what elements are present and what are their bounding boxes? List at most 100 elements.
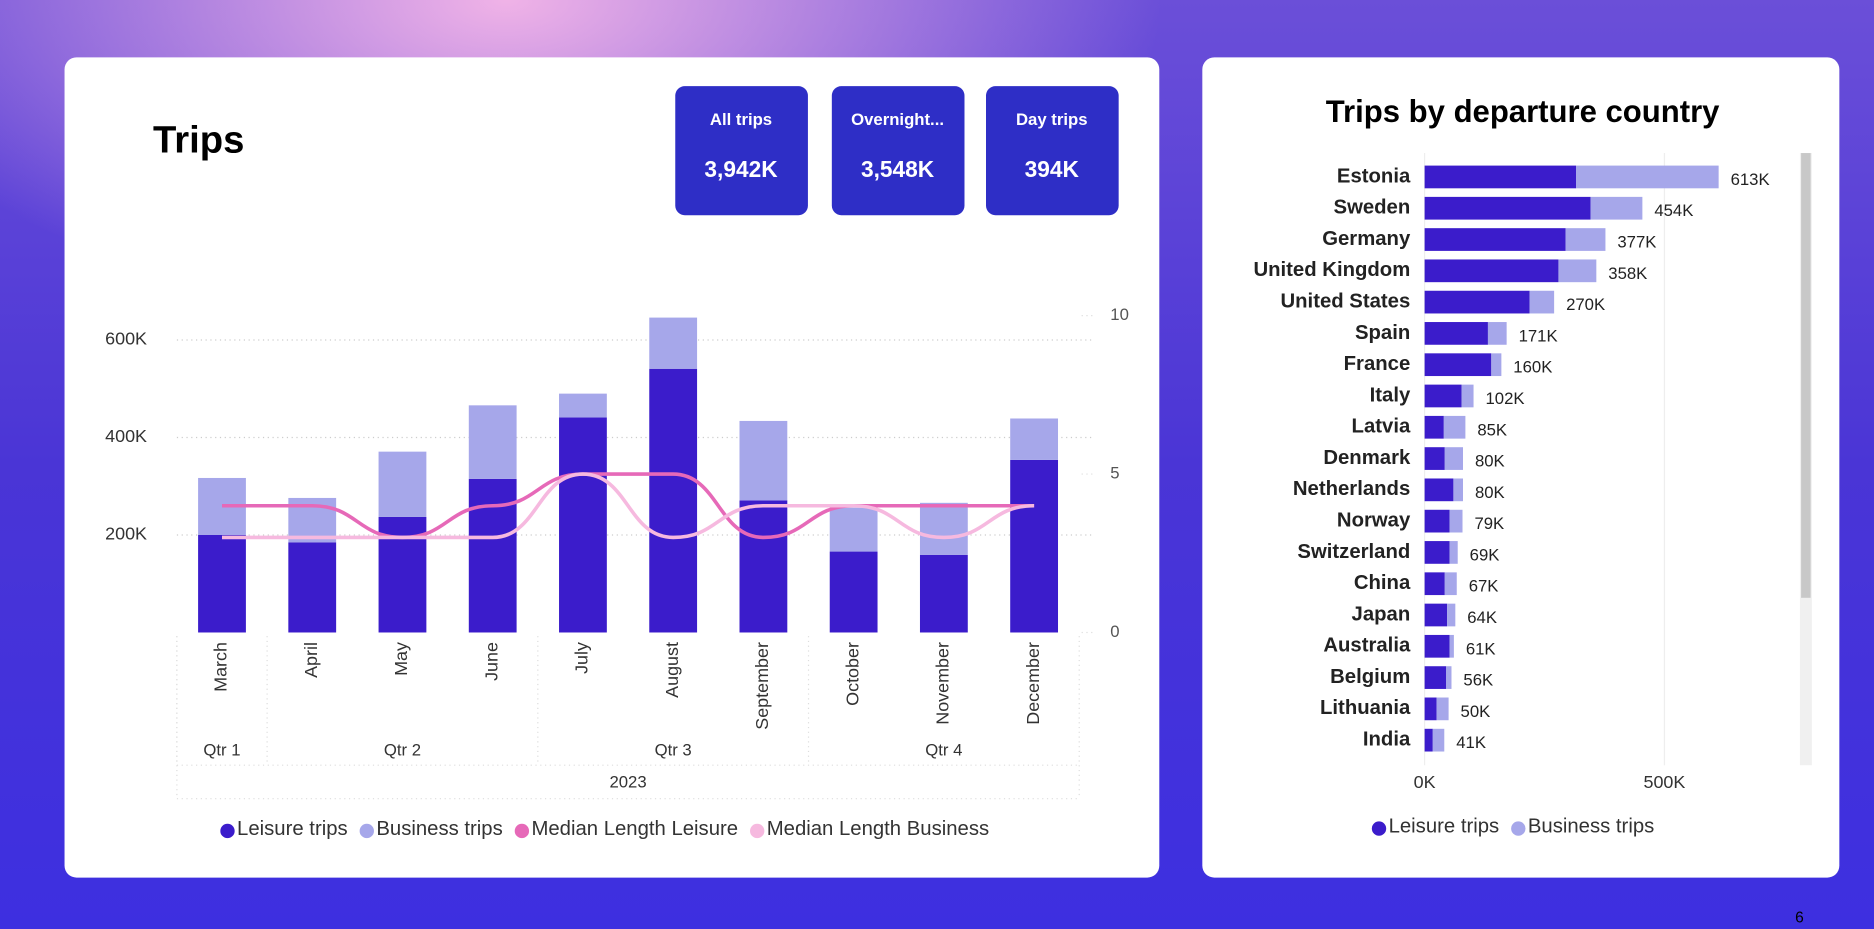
y2-tick-label: 5: [1110, 463, 1119, 482]
x-tick-label: September: [752, 642, 772, 730]
bar: [378, 451, 427, 517]
bar: [1424, 447, 1445, 470]
category-label: Belgium: [1330, 666, 1410, 688]
category-label: Italy: [1370, 384, 1411, 406]
bar: [1424, 290, 1530, 314]
bar: [1449, 509, 1463, 533]
legend-marker: [1511, 821, 1526, 836]
x-tick-label: March: [211, 642, 231, 692]
page-number: 6: [1795, 909, 1804, 926]
scrollbar-thumb[interactable]: [1801, 153, 1811, 598]
bar: [1424, 322, 1488, 345]
data-label: 69K: [1470, 545, 1500, 564]
kpi-card[interactable]: [831, 86, 965, 216]
kpi-cards: All trips 3,942K Overnight... 3,548K Day tri…: [675, 86, 1119, 216]
trips-panel: [64, 57, 1160, 878]
bar: [1424, 478, 1454, 502]
bar: [1449, 541, 1458, 564]
bar: [198, 534, 246, 633]
legend-label: Business trips: [1528, 816, 1654, 838]
legend-label: Leisure trips: [1389, 816, 1500, 838]
data-label: 50K: [1461, 702, 1491, 721]
bar: [1424, 415, 1444, 439]
legend-marker: [514, 823, 530, 839]
bar: [1436, 697, 1449, 721]
category-label: France: [1344, 353, 1411, 375]
y-tick-label: 200K: [105, 524, 147, 544]
data-label: 613K: [1731, 170, 1770, 189]
trips-chart: Trips 200K 400K 600K 0 5 10 March April May June Ju…: [105, 118, 1129, 840]
data-label: 56K: [1463, 671, 1493, 690]
kpi-value: 3,548K: [861, 156, 935, 182]
bar: [1432, 728, 1445, 752]
category-label: Norway: [1337, 510, 1411, 532]
bar: [739, 500, 788, 633]
data-label: 454K: [1654, 201, 1693, 220]
bar: [1491, 353, 1502, 377]
bar: [1424, 666, 1447, 689]
y-tick-label: 400K: [105, 426, 147, 446]
bar: [1447, 603, 1456, 627]
legend-marker: [359, 823, 374, 839]
y2-tick-label: 0: [1110, 622, 1119, 641]
bar: [1590, 196, 1643, 220]
category-label: Sweden: [1334, 197, 1411, 219]
bar: [1424, 353, 1492, 377]
category-label: India: [1363, 729, 1411, 751]
data-label: 358K: [1608, 264, 1647, 283]
bar: [559, 417, 607, 633]
bar: [1446, 666, 1452, 689]
bar: [1010, 459, 1059, 633]
category-label: United Kingdom: [1253, 259, 1410, 281]
x-tick-label: November: [933, 642, 953, 725]
kpi-card[interactable]: [986, 86, 1119, 216]
bar: [1424, 165, 1577, 189]
category-label: Lithuania: [1320, 697, 1411, 719]
data-label: 160K: [1513, 358, 1552, 377]
y2-tick-label: 10: [1110, 305, 1129, 324]
bar: [1443, 415, 1466, 439]
bar: [1010, 418, 1059, 460]
x-tick-label: August: [662, 642, 682, 698]
data-label: 67K: [1469, 577, 1499, 596]
kpi-title: Overnight...: [851, 110, 944, 129]
x-tick-label: July: [572, 642, 592, 674]
bar: [1424, 572, 1445, 596]
kpi-card[interactable]: [675, 86, 808, 216]
bar: [649, 368, 698, 633]
bar: [1424, 196, 1591, 220]
bar: [1576, 165, 1719, 189]
legend-marker: [1371, 821, 1387, 836]
bar: [1565, 228, 1606, 251]
category-label: Japan: [1352, 603, 1411, 625]
x-tick-label: 0K: [1414, 772, 1436, 792]
x-tick-label: May: [391, 642, 411, 676]
bar: [1529, 290, 1555, 314]
bar: [1444, 447, 1463, 470]
legend-label: Business trips: [376, 818, 502, 840]
bar: [739, 420, 788, 501]
category-label: Spain: [1355, 322, 1410, 344]
country-chart: Trips by departure country 0K 500K Estonia S…: [1253, 94, 1769, 838]
x-tick-label: October: [842, 642, 862, 706]
kpi-title: All trips: [710, 110, 772, 129]
category-label: Switzerland: [1297, 541, 1410, 563]
bar: [1424, 541, 1450, 564]
country-panel: [1202, 57, 1840, 878]
category-label: Australia: [1323, 635, 1411, 657]
legend-label: Leisure trips: [237, 818, 348, 840]
bar: [1424, 228, 1566, 251]
data-label: 85K: [1477, 420, 1507, 439]
bar: [649, 317, 698, 369]
bar: [919, 502, 968, 555]
quarter-label: Qtr 2: [384, 740, 421, 759]
bar: [468, 405, 517, 479]
data-label: 79K: [1474, 514, 1504, 533]
bar: [559, 393, 607, 418]
quarter-label: Qtr 3: [655, 740, 692, 759]
data-label: 64K: [1467, 608, 1497, 627]
data-label: 80K: [1475, 483, 1505, 502]
bar: [468, 478, 517, 633]
data-label: 270K: [1566, 295, 1605, 314]
